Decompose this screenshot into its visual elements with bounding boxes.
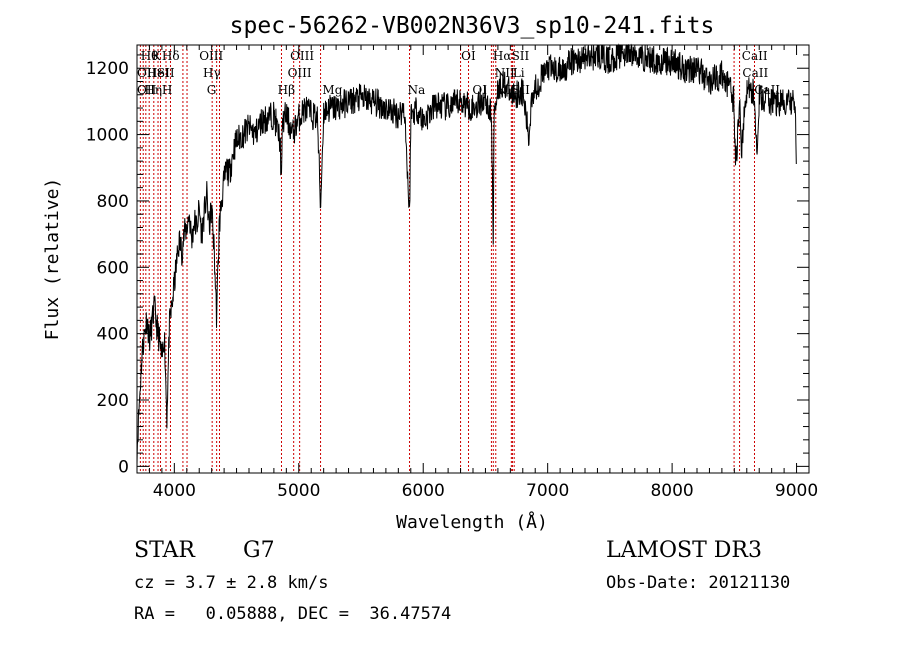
spectral-line-markers [139,45,755,473]
y-tick-label: 0 [118,457,129,477]
y-tick-label: 400 [97,325,129,345]
line-label: OIII [288,66,312,80]
line-label: OI [461,49,476,63]
object-subclass: G7 [243,538,275,563]
coordinates-text: RA = 0.05888, DEC = 36.47574 [134,604,452,624]
line-label: Hβ [278,83,295,97]
survey-name: LAMOST DR3 [606,538,762,563]
line-label: Na [408,83,426,97]
redshift-text: cz = 3.7 ± 2.8 km/s [134,573,329,593]
line-label: SII [512,49,530,63]
y-axis-label: Flux (relative) [42,178,63,341]
line-label: Hθ [141,49,159,63]
line-label: Li [513,66,525,80]
obs-date-text: Obs-Date: 20121130 [606,573,791,593]
line-label: HeI [147,66,170,80]
line-label: Hη [144,83,162,97]
line-label: G [207,83,217,97]
y-tick-label: 600 [97,258,129,278]
y-tick-label: 1000 [86,126,129,146]
spectrum-line [136,43,797,465]
x-tick-label: 9000 [775,481,818,501]
line-label: OII [137,83,157,97]
chart-title: spec-56262-VB002N36V3_sp10-241.fits [230,13,715,39]
line-label: Hδ [162,49,180,63]
line-label: K [152,49,162,63]
line-label: OIII [290,49,314,63]
x-tick-label: 7000 [526,481,569,501]
line-label: H [162,83,172,97]
x-axis-label: Wavelength (Å) [396,511,548,533]
line-label: Hα [493,49,512,63]
x-axis: 4000 5000 6000 7000 8000 9000 [148,45,818,501]
line-label: CaII [742,66,768,80]
line-label: Mg [322,83,342,97]
y-tick-label: 200 [97,391,129,411]
x-tick-label: 6000 [402,481,445,501]
line-label: Hγ [203,66,221,80]
x-tick-label: 8000 [650,481,693,501]
y-tick-label: 1200 [86,59,129,79]
line-label: CaII [742,49,768,63]
line-label: OIII [199,49,223,63]
y-axis: 0 200 400 600 800 1000 1200 [86,54,809,477]
y-tick-label: 800 [97,192,129,212]
line-label: SII [157,66,175,80]
line-label: OII [137,66,157,80]
x-tick-label: 4000 [153,481,196,501]
object-class: STAR [134,538,195,563]
x-tick-label: 5000 [277,481,320,501]
